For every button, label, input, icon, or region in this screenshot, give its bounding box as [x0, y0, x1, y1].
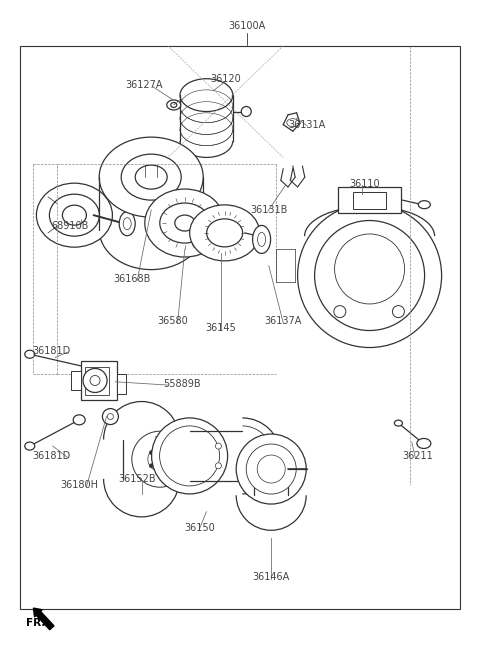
Ellipse shape — [314, 220, 425, 331]
Ellipse shape — [236, 434, 306, 504]
Ellipse shape — [175, 215, 195, 231]
Text: FR.: FR. — [26, 618, 46, 628]
Ellipse shape — [216, 462, 221, 469]
Ellipse shape — [393, 306, 404, 318]
Ellipse shape — [121, 154, 181, 200]
Ellipse shape — [73, 415, 85, 425]
Polygon shape — [353, 192, 386, 209]
Ellipse shape — [149, 451, 153, 455]
Ellipse shape — [108, 413, 113, 420]
Ellipse shape — [287, 119, 299, 127]
Ellipse shape — [145, 189, 225, 257]
Text: 36211: 36211 — [402, 451, 433, 461]
Text: 36580: 36580 — [157, 316, 188, 327]
Ellipse shape — [216, 443, 221, 449]
Polygon shape — [71, 371, 81, 390]
Polygon shape — [117, 374, 126, 394]
Text: 36152B: 36152B — [118, 474, 156, 484]
Text: 36137A: 36137A — [264, 316, 302, 327]
Ellipse shape — [152, 418, 228, 494]
Ellipse shape — [241, 106, 251, 117]
Ellipse shape — [167, 100, 181, 110]
Ellipse shape — [102, 409, 119, 424]
Ellipse shape — [123, 218, 131, 230]
Ellipse shape — [395, 420, 402, 426]
Ellipse shape — [25, 442, 35, 450]
Ellipse shape — [190, 205, 260, 261]
Ellipse shape — [49, 194, 99, 236]
Ellipse shape — [418, 201, 430, 209]
Ellipse shape — [258, 232, 265, 247]
FancyArrow shape — [34, 608, 54, 630]
Ellipse shape — [298, 203, 442, 348]
Text: 36181D: 36181D — [33, 346, 71, 356]
Ellipse shape — [417, 438, 431, 449]
Ellipse shape — [90, 364, 102, 375]
Text: 68910B: 68910B — [51, 221, 88, 232]
Ellipse shape — [207, 219, 243, 247]
Text: 36127A: 36127A — [125, 80, 163, 91]
Ellipse shape — [160, 203, 210, 243]
Ellipse shape — [171, 102, 177, 108]
Polygon shape — [85, 367, 109, 395]
Ellipse shape — [246, 444, 296, 494]
Text: 55889B: 55889B — [164, 379, 201, 389]
Ellipse shape — [36, 183, 112, 247]
Ellipse shape — [335, 234, 405, 304]
Ellipse shape — [257, 455, 285, 483]
Text: 36168B: 36168B — [113, 274, 151, 284]
Ellipse shape — [62, 205, 86, 225]
Ellipse shape — [99, 137, 203, 217]
Ellipse shape — [180, 79, 233, 112]
Ellipse shape — [83, 369, 107, 392]
Ellipse shape — [159, 426, 220, 486]
Text: 36110: 36110 — [349, 178, 380, 189]
Text: 36150: 36150 — [184, 523, 215, 533]
Ellipse shape — [135, 165, 167, 189]
Text: 36131B: 36131B — [250, 205, 288, 215]
Text: 36120: 36120 — [210, 73, 241, 84]
Ellipse shape — [90, 375, 100, 386]
Ellipse shape — [148, 447, 172, 471]
Ellipse shape — [252, 226, 271, 253]
Ellipse shape — [334, 306, 346, 318]
Text: 36180H: 36180H — [60, 480, 98, 491]
Ellipse shape — [119, 212, 135, 236]
Text: 36181D: 36181D — [33, 451, 71, 461]
Text: 36131A: 36131A — [288, 119, 326, 130]
Text: 36146A: 36146A — [252, 572, 290, 583]
Bar — [20, 46, 460, 609]
Text: 36145: 36145 — [205, 323, 236, 333]
Ellipse shape — [25, 350, 35, 358]
Ellipse shape — [149, 464, 153, 468]
Polygon shape — [338, 187, 401, 213]
Text: 36100A: 36100A — [228, 21, 266, 31]
Polygon shape — [81, 361, 117, 400]
Ellipse shape — [132, 431, 188, 487]
